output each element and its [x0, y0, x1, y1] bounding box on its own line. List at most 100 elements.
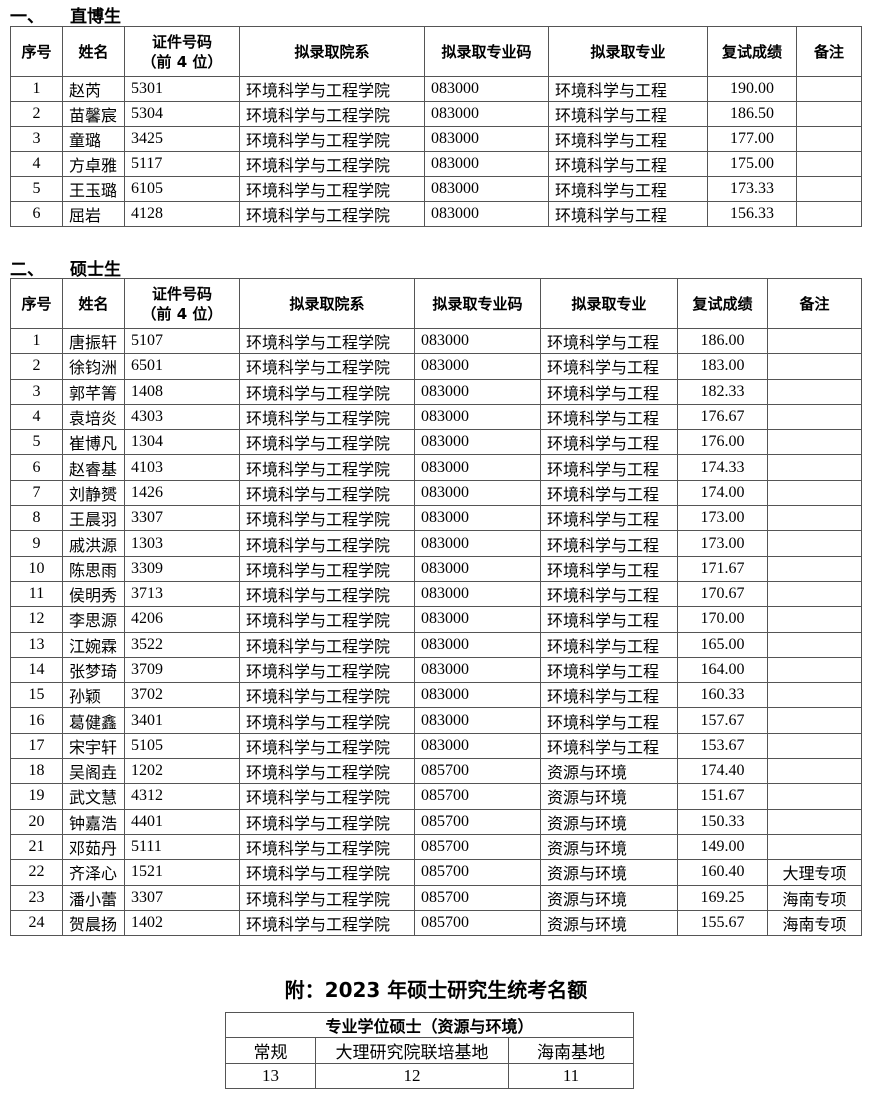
- table-row: 6 屈岩 4128 环境科学与工程学院 083000 环境科学与工程 156.33: [10, 201, 862, 227]
- cell-id: 1521: [124, 859, 240, 886]
- cell-id: 3709: [124, 656, 240, 684]
- table-row: 5 王玉璐 6105 环境科学与工程学院 083000 环境科学与工程 173.33: [10, 176, 862, 202]
- cell-id: 4401: [124, 808, 240, 835]
- cell-id: 3425: [124, 126, 240, 152]
- table-row: 7 刘静赟 1426 环境科学与工程学院 083000 环境科学与工程 174.00: [10, 479, 862, 507]
- table-row: 24 贺晨扬 1402 环境科学与工程学院 085700 资源与环境 155.67 海南专项: [10, 909, 862, 937]
- table-row: 23 潘小蕾 3307 环境科学与工程学院 085700 资源与环境 169.25 海南专项: [10, 884, 862, 911]
- cell-name: 戚洪源: [62, 530, 125, 557]
- cell-seq: 18: [10, 758, 63, 785]
- cell-major-code: 083000: [414, 555, 541, 582]
- cell-major: 环境科学与工程: [540, 606, 678, 633]
- table-row: 3 郭芊箐 1408 环境科学与工程学院 083000 环境科学与工程 182.33: [10, 378, 862, 405]
- cell-id: 1408: [124, 378, 240, 405]
- cell-seq: 1: [10, 76, 63, 102]
- table-row: 13 江婉霖 3522 环境科学与工程学院 083000 环境科学与工程 165.00: [10, 631, 862, 658]
- cell-major: 环境科学与工程: [540, 454, 678, 481]
- header-college: 拟录取院系: [239, 26, 425, 77]
- cell-score: 160.33: [677, 682, 768, 709]
- header-score: 复试成绩: [707, 26, 797, 77]
- table-row: 9 戚洪源 1303 环境科学与工程学院 083000 环境科学与工程 173.00: [10, 530, 862, 557]
- header-college: 拟录取院系: [239, 278, 415, 329]
- cell-major-code: 083000: [414, 479, 541, 507]
- table-header-row: 序号 姓名 证件号码 （前 4 位） 拟录取院系 拟录取专业码 拟录取专业 复试成绩 备注: [10, 278, 862, 329]
- table-body: 1 赵芮 5301 环境科学与工程学院 083000 环境科学与工程 190.00 2 苗馨宸 5…: [10, 76, 862, 227]
- table-row: 12 李思源 4206 环境科学与工程学院 083000 环境科学与工程 170.00: [10, 606, 862, 633]
- cell-major-code: 085700: [414, 909, 541, 937]
- table-row: 19 武文慧 4312 环境科学与工程学院 085700 资源与环境 151.67: [10, 783, 862, 810]
- cell-major-code: 083000: [414, 353, 541, 380]
- table-body: 1 唐振轩 5107 环境科学与工程学院 083000 环境科学与工程 186.00 2 徐钧洲…: [10, 327, 862, 937]
- cell-seq: 5: [10, 176, 63, 202]
- cell-major: 环境科学与工程: [540, 429, 678, 456]
- cell-name: 江婉霖: [62, 631, 125, 658]
- cell-score: 157.67: [677, 707, 768, 734]
- cell-major-code: 083000: [414, 707, 541, 734]
- cell-id: 4312: [124, 783, 240, 810]
- cell-college: 环境科学与工程学院: [239, 732, 415, 760]
- cell-name: 赵睿基: [62, 454, 125, 481]
- cell-remark: 大理专项: [767, 859, 862, 886]
- cell-college: 环境科学与工程学院: [239, 884, 415, 911]
- table-row: 18 吴阁垚 1202 环境科学与工程学院 085700 资源与环境 174.40: [10, 758, 862, 785]
- cell-score: 155.67: [677, 909, 768, 937]
- cell-major-code: 085700: [414, 758, 541, 785]
- cell-major-code: 083000: [414, 403, 541, 431]
- cell-score: 186.00: [677, 327, 768, 355]
- header-name: 姓名: [62, 278, 125, 329]
- cell-id: 5107: [124, 327, 240, 355]
- cell-seq: 16: [10, 707, 63, 734]
- header-id-line2: （前 4 位）: [141, 304, 223, 323]
- cell-major: 环境科学与工程: [540, 682, 678, 709]
- cell-name: 孙颖: [62, 682, 125, 709]
- cell-seq: 10: [10, 555, 63, 582]
- table-row: 6 赵睿基 4103 环境科学与工程学院 083000 环境科学与工程 174.33: [10, 454, 862, 481]
- cell-id: 5117: [124, 151, 240, 177]
- cell-major: 环境科学与工程: [540, 505, 678, 532]
- cell-remark: [796, 76, 862, 102]
- appendix-title: 附：2023 年硕士研究生统考名额: [284, 978, 588, 1002]
- cell-major-code: 083000: [414, 505, 541, 532]
- cell-remark: [767, 808, 862, 835]
- cell-score: 186.50: [707, 101, 797, 127]
- cell-id: 3713: [124, 580, 240, 608]
- cell-id: 1402: [124, 909, 240, 937]
- section-number: 一、: [10, 7, 44, 27]
- cell-remark: [767, 530, 862, 557]
- cell-major: 环境科学与工程: [540, 378, 678, 405]
- cell-major-code: 083000: [414, 454, 541, 481]
- cell-name: 刘静赟: [62, 479, 125, 507]
- cell-college: 环境科学与工程学院: [239, 76, 425, 102]
- cell-score: 169.25: [677, 884, 768, 911]
- cell-seq: 14: [10, 656, 63, 684]
- cell-seq: 1: [10, 327, 63, 355]
- cell-major-code: 085700: [414, 833, 541, 861]
- cell-remark: [767, 732, 862, 760]
- header-name: 姓名: [62, 26, 125, 77]
- cell-major: 资源与环境: [540, 758, 678, 785]
- header-major: 拟录取专业: [540, 278, 678, 329]
- cell-major: 环境科学与工程: [548, 101, 708, 127]
- cell-major: 环境科学与工程: [540, 353, 678, 380]
- header-remark: 备注: [796, 26, 862, 77]
- quota-column-label: 常规: [225, 1037, 316, 1064]
- table-row: 4 方卓雅 5117 环境科学与工程学院 083000 环境科学与工程 175.00: [10, 151, 862, 177]
- cell-remark: [767, 580, 862, 608]
- cell-id: 6105: [124, 176, 240, 202]
- cell-name: 邓茹丹: [62, 833, 125, 861]
- cell-major-code: 083000: [414, 631, 541, 658]
- section-label: 直博生: [70, 7, 121, 27]
- header-major-code: 拟录取专业码: [424, 26, 549, 77]
- cell-college: 环境科学与工程学院: [239, 808, 415, 835]
- cell-seq: 4: [10, 151, 63, 177]
- cell-id: 1304: [124, 429, 240, 456]
- cell-id: 3307: [124, 884, 240, 911]
- cell-college: 环境科学与工程学院: [239, 783, 415, 810]
- cell-seq: 11: [10, 580, 63, 608]
- cell-id: 3401: [124, 707, 240, 734]
- cell-seq: 15: [10, 682, 63, 709]
- cell-major: 环境科学与工程: [540, 732, 678, 760]
- cell-seq: 12: [10, 606, 63, 633]
- cell-major: 资源与环境: [540, 884, 678, 911]
- cell-name: 童璐: [62, 126, 125, 152]
